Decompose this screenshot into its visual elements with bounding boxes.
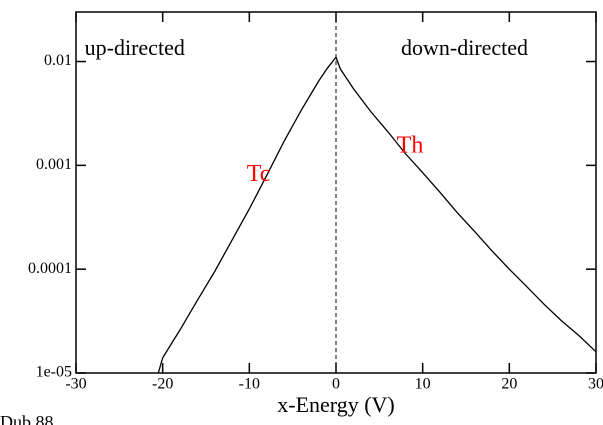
x-tick-label: -10 bbox=[239, 376, 260, 393]
annotation: Th bbox=[397, 133, 424, 159]
data-line bbox=[157, 55, 597, 374]
y-tick-label: 0.01 bbox=[44, 52, 72, 69]
note: Dub 88 bbox=[0, 412, 54, 425]
y-tick-label: 0.001 bbox=[36, 156, 72, 173]
annotation: up-directed bbox=[85, 35, 185, 60]
annotation: down-directed bbox=[401, 35, 528, 60]
plot-frame bbox=[75, 11, 597, 374]
x-tick-label: -20 bbox=[152, 376, 173, 393]
x-tick-label: 30 bbox=[588, 376, 603, 393]
annotation: Tc bbox=[247, 161, 271, 187]
x-axis-label: x-Energy (V) bbox=[277, 392, 395, 417]
x-tick-label: -30 bbox=[65, 376, 86, 393]
y-tick-label: 1e-05 bbox=[36, 364, 72, 381]
x-tick-label: 10 bbox=[415, 376, 431, 393]
y-tick-label: 0.0001 bbox=[28, 260, 72, 277]
x-tick-label: 0 bbox=[332, 376, 340, 393]
x-tick-label: 20 bbox=[501, 376, 517, 393]
